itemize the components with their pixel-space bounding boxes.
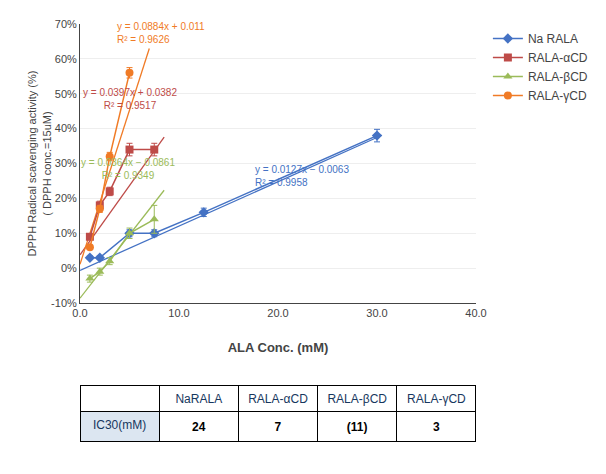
- svg-text:y = 0.0397x + 0.0382R² = 0.951: y = 0.0397x + 0.0382R² = 0.9517: [83, 87, 177, 111]
- svg-text:NaRALA: NaRALA: [175, 392, 222, 406]
- svg-text:DPPH Radical scavenging activi: DPPH Radical scavenging activity (%)( DP…: [26, 71, 52, 257]
- svg-text:3: 3: [433, 420, 440, 434]
- svg-text:40%: 40%: [55, 122, 77, 134]
- svg-text:Na RALA: Na RALA: [528, 32, 578, 46]
- svg-text:50%: 50%: [55, 88, 77, 100]
- svg-text:70%: 70%: [55, 18, 77, 30]
- svg-text:10.0: 10.0: [168, 307, 189, 319]
- svg-text:30%: 30%: [55, 157, 77, 169]
- svg-text:0.0: 0.0: [72, 307, 87, 319]
- svg-text:y = 0.0127x − 0.0063R² = 0.995: y = 0.0127x − 0.0063R² = 0.9958: [255, 164, 349, 188]
- svg-text:10%: 10%: [55, 227, 77, 239]
- svg-text:RALA-γCD: RALA-γCD: [407, 392, 466, 406]
- svg-text:y = 0.0364x − 0.0861R² = 0.934: y = 0.0364x − 0.0861R² = 0.9349: [81, 157, 175, 181]
- svg-text:y = 0.0884x + 0.011R² = 0.9626: y = 0.0884x + 0.011R² = 0.9626: [117, 21, 205, 45]
- svg-text:20.0: 20.0: [267, 307, 288, 319]
- svg-text:IC30(mM): IC30(mM): [93, 418, 146, 432]
- svg-text:ALA Conc. (mM): ALA Conc. (mM): [228, 340, 329, 355]
- svg-text:RALA-γCD: RALA-γCD: [528, 89, 587, 103]
- svg-text:7: 7: [275, 420, 282, 434]
- svg-text:RALA-αCD: RALA-αCD: [248, 392, 308, 406]
- svg-text:0%: 0%: [61, 262, 77, 274]
- svg-text:30.0: 30.0: [366, 307, 387, 319]
- svg-text:RALA-αCD: RALA-αCD: [528, 51, 588, 65]
- svg-text:RALA-βCD: RALA-βCD: [528, 70, 588, 84]
- svg-text:RALA-βCD: RALA-βCD: [327, 392, 387, 406]
- svg-text:24: 24: [192, 420, 206, 434]
- svg-text:60%: 60%: [55, 53, 77, 65]
- svg-text:-10%: -10%: [51, 297, 77, 309]
- svg-text:(11): (11): [347, 420, 368, 434]
- svg-text:40.0: 40.0: [465, 307, 486, 319]
- svg-text:20%: 20%: [55, 192, 77, 204]
